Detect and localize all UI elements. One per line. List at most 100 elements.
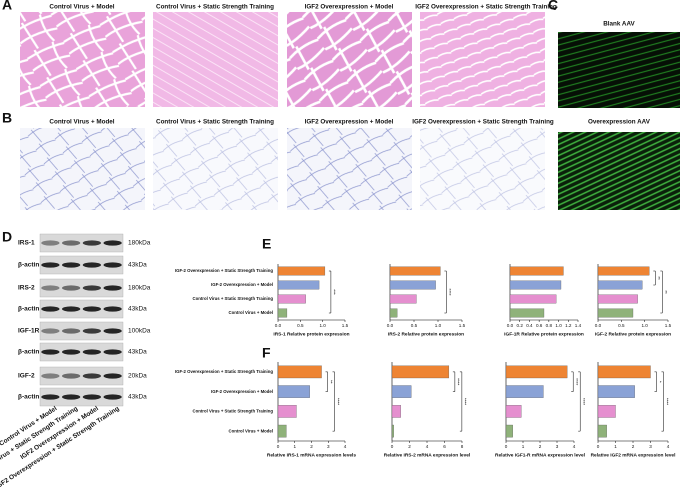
significance-label: **** (456, 378, 461, 385)
category-label: Control Virus + Static Strength Training (193, 296, 274, 301)
x-tick-label: 1 (522, 444, 525, 449)
bar (277, 405, 297, 418)
x-tick-label: 2 (408, 444, 411, 449)
size-label: 43kDa (128, 349, 147, 356)
blot-band (103, 349, 122, 355)
fluorescence-image (558, 132, 680, 210)
bar (277, 424, 287, 438)
x-tick-label: 0.5 (411, 323, 418, 328)
bar (509, 266, 564, 276)
blot-band (61, 349, 81, 355)
histology-image (153, 128, 278, 210)
x-tick-label: 0.8 (546, 323, 553, 328)
x-tick-label: 0 (597, 444, 600, 449)
x-tick-label: 0.2 (517, 323, 524, 328)
x-tick-label: 2 (539, 444, 542, 449)
size-label: 180kDa (128, 285, 151, 292)
x-tick-label: 0 (391, 444, 394, 449)
x-tick-label: 0.0 (595, 323, 602, 328)
protein-label: IGF-2 (18, 373, 35, 380)
bar (597, 280, 643, 290)
bar (391, 365, 450, 379)
histology-image (420, 128, 545, 210)
x-tick-label: 0.5 (297, 323, 304, 328)
blot-band (103, 373, 122, 379)
x-tick-label: 3 (649, 444, 652, 449)
blot-band (41, 240, 60, 246)
significance-label: **** (664, 398, 669, 405)
category-label: Control Virus + Model (229, 310, 273, 315)
histology-image (287, 128, 412, 210)
x-tick-label: 2 (632, 444, 635, 449)
x-tick-label: 3 (556, 444, 559, 449)
image-title: Control Virus + Static Strength Training (156, 4, 274, 11)
x-axis-label: Relative IGF2 mRNA expression level (591, 452, 676, 458)
category-label: IGF-2 Overexpression + Model (211, 282, 273, 287)
protein-label: β-actin (18, 349, 39, 356)
bar (391, 385, 412, 398)
protein-label: β-actin (18, 262, 39, 269)
x-tick-label: 0.0 (275, 323, 282, 328)
size-label: 43kDa (128, 394, 147, 401)
x-tick-label: 8 (461, 444, 464, 449)
x-axis-label: IRS-1 Relative protein expression (273, 331, 349, 337)
image-title: IGF2 Overexpression + Static Strength Tr… (415, 4, 557, 11)
x-tick-label: 1.0 (319, 323, 326, 328)
blot-band (82, 373, 102, 379)
significance-label: **** (447, 288, 452, 295)
histology-image (287, 12, 412, 107)
histology-image (20, 12, 145, 107)
category-label: IGF-2 Overexpression + Model (211, 389, 273, 394)
blot-band (82, 394, 102, 400)
x-axis-label: IGF-2 Relative protein expression (595, 331, 671, 337)
significance-bracket (571, 371, 574, 392)
x-tick-label: 1.0 (641, 323, 648, 328)
x-tick-label: 0.4 (526, 323, 533, 328)
bar (597, 424, 607, 438)
blot-strip (39, 321, 124, 341)
bar (389, 280, 436, 290)
bar (277, 280, 320, 290)
x-axis-label: Relative IRS-2 mRNA expression level (384, 452, 470, 458)
x-tick-label: 1.5 (665, 323, 672, 328)
protein-label: β-actin (18, 394, 39, 401)
x-tick-label: 0 (277, 444, 280, 449)
size-label: 43kDa (128, 262, 147, 269)
bar (597, 266, 650, 276)
x-tick-label: 1 (293, 444, 296, 449)
x-tick-label: 4 (344, 444, 347, 449)
significance-label: **** (581, 398, 586, 405)
blot-strip (39, 387, 124, 407)
bar (389, 308, 398, 318)
blot-band (61, 394, 81, 400)
protein-label: IGF-1R (18, 328, 40, 335)
histology-image (20, 128, 145, 210)
significance-label: ** (663, 290, 668, 294)
bar (509, 308, 545, 318)
image-title: Control Virus + Static Strength Training (156, 119, 274, 126)
bar (509, 280, 562, 290)
x-axis-label: Relative IRS-1 mRNA expression levels (267, 452, 356, 458)
bar (597, 294, 638, 304)
blot-band (61, 328, 81, 334)
size-label: 100kDa (128, 328, 151, 335)
x-tick-label: 3 (327, 444, 330, 449)
significance-label: **** (335, 398, 340, 405)
blot-band (41, 306, 60, 312)
x-tick-label: 1.0 (435, 323, 442, 328)
x-tick-label: 1 (614, 444, 617, 449)
significance-bracket (444, 270, 447, 314)
bar (277, 294, 306, 304)
size-label: 43kDa (128, 306, 147, 313)
blot-band (61, 240, 81, 246)
blot-band (41, 262, 60, 268)
image-title: Overexpression AAV (588, 119, 651, 126)
blot-band (103, 285, 122, 291)
significance-bracket (332, 371, 335, 432)
x-tick-label: 0 (505, 444, 508, 449)
significance-bracket (325, 371, 328, 392)
significance-label: ** (328, 380, 333, 384)
bar (389, 266, 441, 276)
blot-band (61, 262, 81, 268)
bar (505, 424, 513, 438)
